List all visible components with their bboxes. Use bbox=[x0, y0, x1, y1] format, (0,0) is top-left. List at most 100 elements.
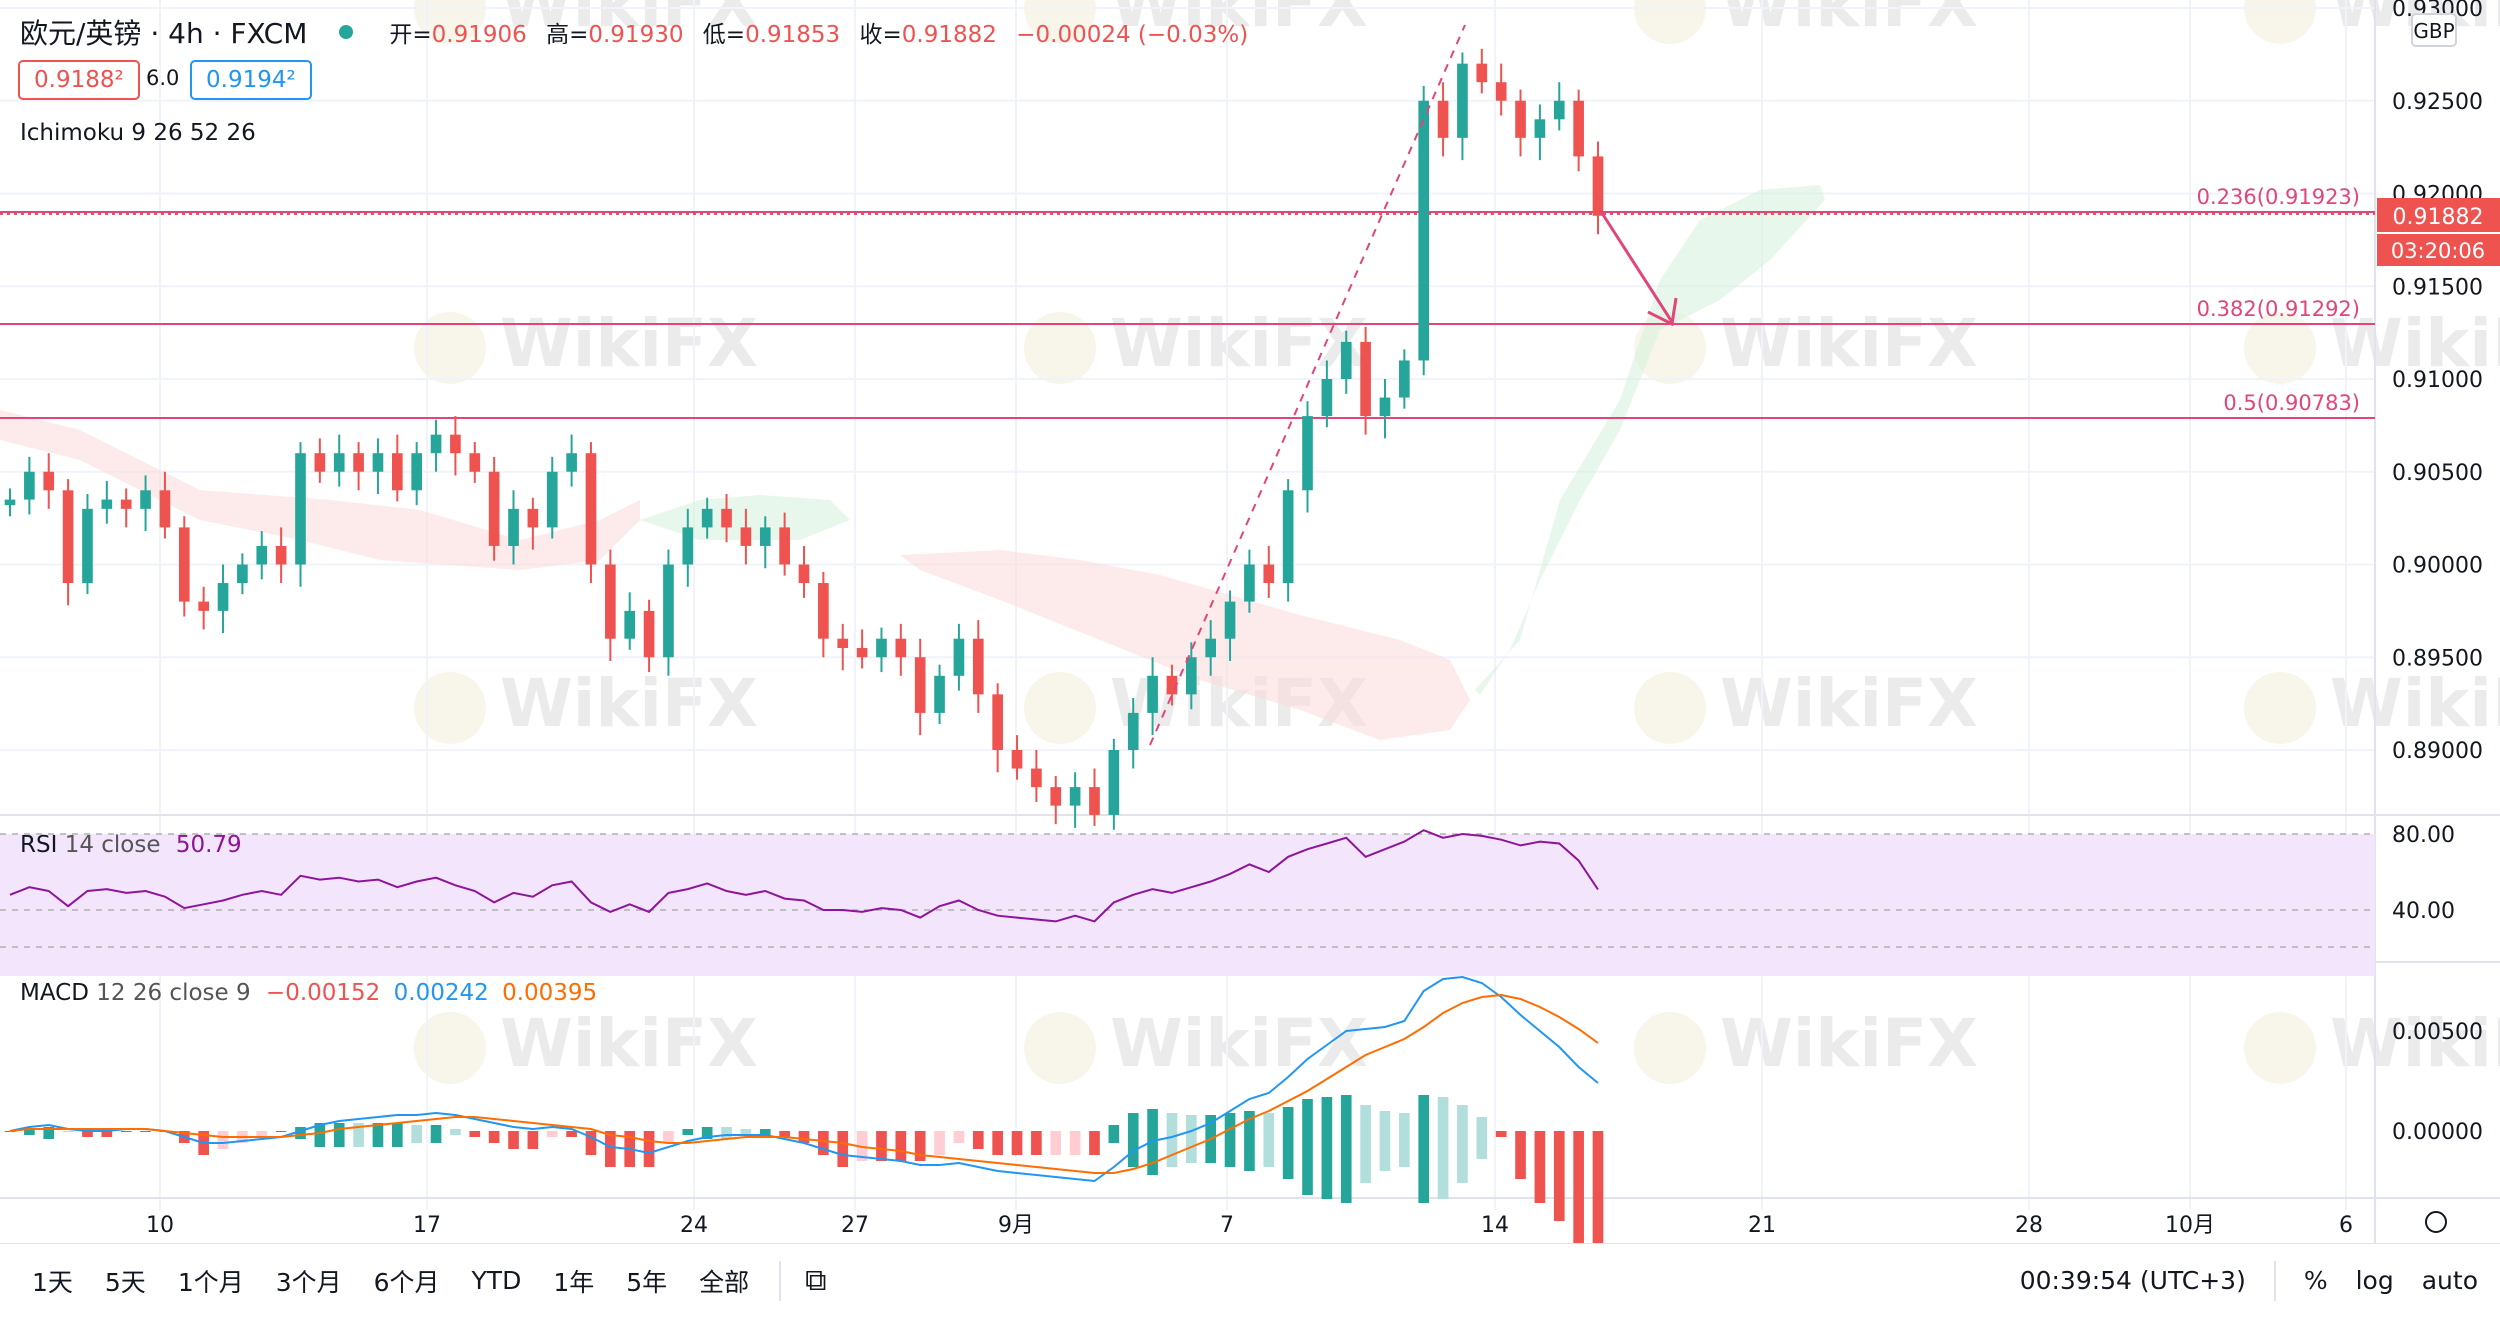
macd-histogram-bar bbox=[992, 1131, 1003, 1155]
rsi-band bbox=[0, 834, 2375, 976]
rsi-tick-label: 80.00 bbox=[2392, 823, 2455, 848]
candle-body bbox=[624, 610, 636, 639]
candle-body bbox=[1089, 787, 1100, 815]
percent-scale-button[interactable]: % bbox=[2303, 1266, 2328, 1295]
rsi-value: 50.79 bbox=[175, 832, 242, 858]
watermark-text: WikiFX bbox=[1110, 1005, 1368, 1082]
candle-body bbox=[1418, 100, 1430, 361]
ichimoku-legend[interactable]: Ichimoku 9 26 52 26 bbox=[20, 120, 256, 146]
macd-histogram-bar bbox=[333, 1123, 345, 1147]
time-tick-label: 21 bbox=[1748, 1213, 1776, 1238]
watermark-text: WikiFX bbox=[1110, 305, 1368, 382]
candle-body bbox=[682, 527, 694, 565]
watermark-text: WikiFX bbox=[500, 665, 758, 742]
macd-histogram-bar bbox=[140, 1131, 151, 1132]
high-value: 0.91930 bbox=[588, 22, 684, 48]
macd-histogram-bar bbox=[779, 1131, 790, 1137]
watermark-text: WikiFX bbox=[1720, 665, 1978, 742]
price-tick-label: 0.90500 bbox=[2392, 461, 2483, 486]
candle-body bbox=[178, 527, 190, 602]
macd-histogram-bar bbox=[1185, 1115, 1197, 1163]
price-tick-label: 0.92500 bbox=[2392, 90, 2483, 115]
timeframe-button[interactable]: 1年 bbox=[553, 1267, 595, 1297]
timeframe-button[interactable]: 5年 bbox=[626, 1267, 668, 1297]
macd-histogram-bar bbox=[1476, 1117, 1488, 1159]
candle-body bbox=[1069, 787, 1081, 806]
candle-body bbox=[721, 508, 732, 528]
timeframe-button[interactable]: 5天 bbox=[104, 1267, 146, 1297]
candle-body bbox=[1108, 750, 1120, 815]
watermark-text: WikiFX bbox=[500, 1005, 758, 1082]
candle-body bbox=[1224, 601, 1236, 639]
macd-legend[interactable]: MACD 12 26 close 9 −0.00152 0.00242 0.00… bbox=[20, 980, 597, 1006]
candle-body bbox=[430, 434, 442, 454]
toolbar-divider-2 bbox=[2273, 1260, 2276, 1301]
macd-histogram-bar bbox=[1379, 1111, 1391, 1171]
time-tick-label: 17 bbox=[413, 1213, 441, 1238]
rsi-tick-label: 40.00 bbox=[2392, 899, 2455, 924]
candle-body bbox=[953, 638, 965, 676]
macd-histogram-bar bbox=[721, 1127, 732, 1139]
macd-histogram-bar bbox=[1573, 1131, 1584, 1245]
timeframe-button[interactable]: 6个月 bbox=[373, 1267, 440, 1297]
macd-histogram-bar bbox=[1069, 1131, 1081, 1155]
log-scale-button[interactable]: log bbox=[2355, 1266, 2394, 1295]
macd-histogram-bar bbox=[527, 1131, 539, 1149]
chart-header: 欧元/英镑 · 4h · FXCM 开=0.91906 高=0.91930 低=… bbox=[20, 12, 1260, 52]
macd-histogram-bar bbox=[895, 1131, 907, 1161]
candle-body bbox=[1379, 397, 1391, 417]
buy-price-button[interactable]: 0.9194² bbox=[190, 60, 312, 100]
clock-display[interactable]: 00:39:54 (UTC+3) bbox=[2019, 1266, 2246, 1295]
watermark-logo bbox=[1024, 672, 1096, 744]
close-label: 收= bbox=[859, 22, 902, 48]
candle-body bbox=[198, 601, 209, 611]
macd-histogram-bar bbox=[120, 1131, 132, 1132]
open-label: 开= bbox=[389, 22, 432, 48]
macd-histogram-bar bbox=[1050, 1131, 1062, 1155]
macd-params: 12 26 close 9 bbox=[96, 980, 251, 1006]
rsi-legend[interactable]: RSI 14 close 50.79 bbox=[20, 832, 242, 858]
goto-date-icon[interactable]: ⧉ bbox=[805, 1263, 827, 1298]
symbol-title[interactable]: 欧元/英镑 · 4h · FXCM bbox=[20, 17, 308, 50]
macd-signal-line bbox=[9, 993, 1599, 1174]
fib-level-label: 0.236(0.91923) bbox=[2197, 185, 2360, 209]
macd-histogram-bar bbox=[1031, 1131, 1042, 1155]
candle-body bbox=[1127, 712, 1139, 750]
timeframe-button[interactable]: 1天 bbox=[32, 1267, 73, 1297]
trend-dashed-line bbox=[1149, 24, 1466, 746]
timeframe-button[interactable]: 3个月 bbox=[275, 1267, 342, 1297]
candle-body bbox=[82, 508, 93, 584]
macd-histogram-bar bbox=[430, 1125, 442, 1143]
candle-body bbox=[353, 453, 364, 472]
candle-body bbox=[837, 638, 849, 648]
watermark-text: WikiFX bbox=[2330, 1005, 2500, 1082]
candle-body bbox=[488, 471, 500, 546]
sell-price-button[interactable]: 0.9188² bbox=[18, 60, 140, 100]
watermark-logo bbox=[2244, 1012, 2316, 1084]
candle-body bbox=[411, 453, 423, 491]
candle-body bbox=[4, 499, 16, 506]
price-tick-label: 0.91000 bbox=[2392, 368, 2483, 393]
candle-body bbox=[101, 499, 113, 509]
candle-body bbox=[1321, 379, 1333, 417]
candle-body bbox=[1553, 100, 1565, 120]
macd-name: MACD bbox=[20, 980, 89, 1006]
timeframe-button[interactable]: 1个月 bbox=[177, 1267, 244, 1297]
forecast-arrowhead bbox=[1647, 297, 1678, 327]
macd-histogram-bar bbox=[1108, 1125, 1120, 1143]
auto-scale-button[interactable]: auto bbox=[2421, 1266, 2478, 1295]
macd-histogram-bar bbox=[62, 1131, 74, 1132]
candle-body bbox=[934, 675, 945, 713]
macd-histogram-bar bbox=[1399, 1113, 1410, 1167]
timeframe-button[interactable]: 全部 bbox=[699, 1267, 750, 1297]
macd-hist-value: −0.00152 bbox=[265, 980, 381, 1006]
macd-histogram-bar bbox=[295, 1127, 306, 1139]
macd-histogram-bar bbox=[450, 1129, 461, 1135]
timeframe-button[interactable]: YTD bbox=[471, 1266, 522, 1295]
candle-body bbox=[333, 453, 345, 472]
macd-histogram-bar bbox=[1340, 1095, 1352, 1203]
candle-body bbox=[818, 583, 829, 639]
macd-histogram-bar bbox=[953, 1131, 965, 1143]
macd-histogram-bar bbox=[256, 1131, 268, 1137]
